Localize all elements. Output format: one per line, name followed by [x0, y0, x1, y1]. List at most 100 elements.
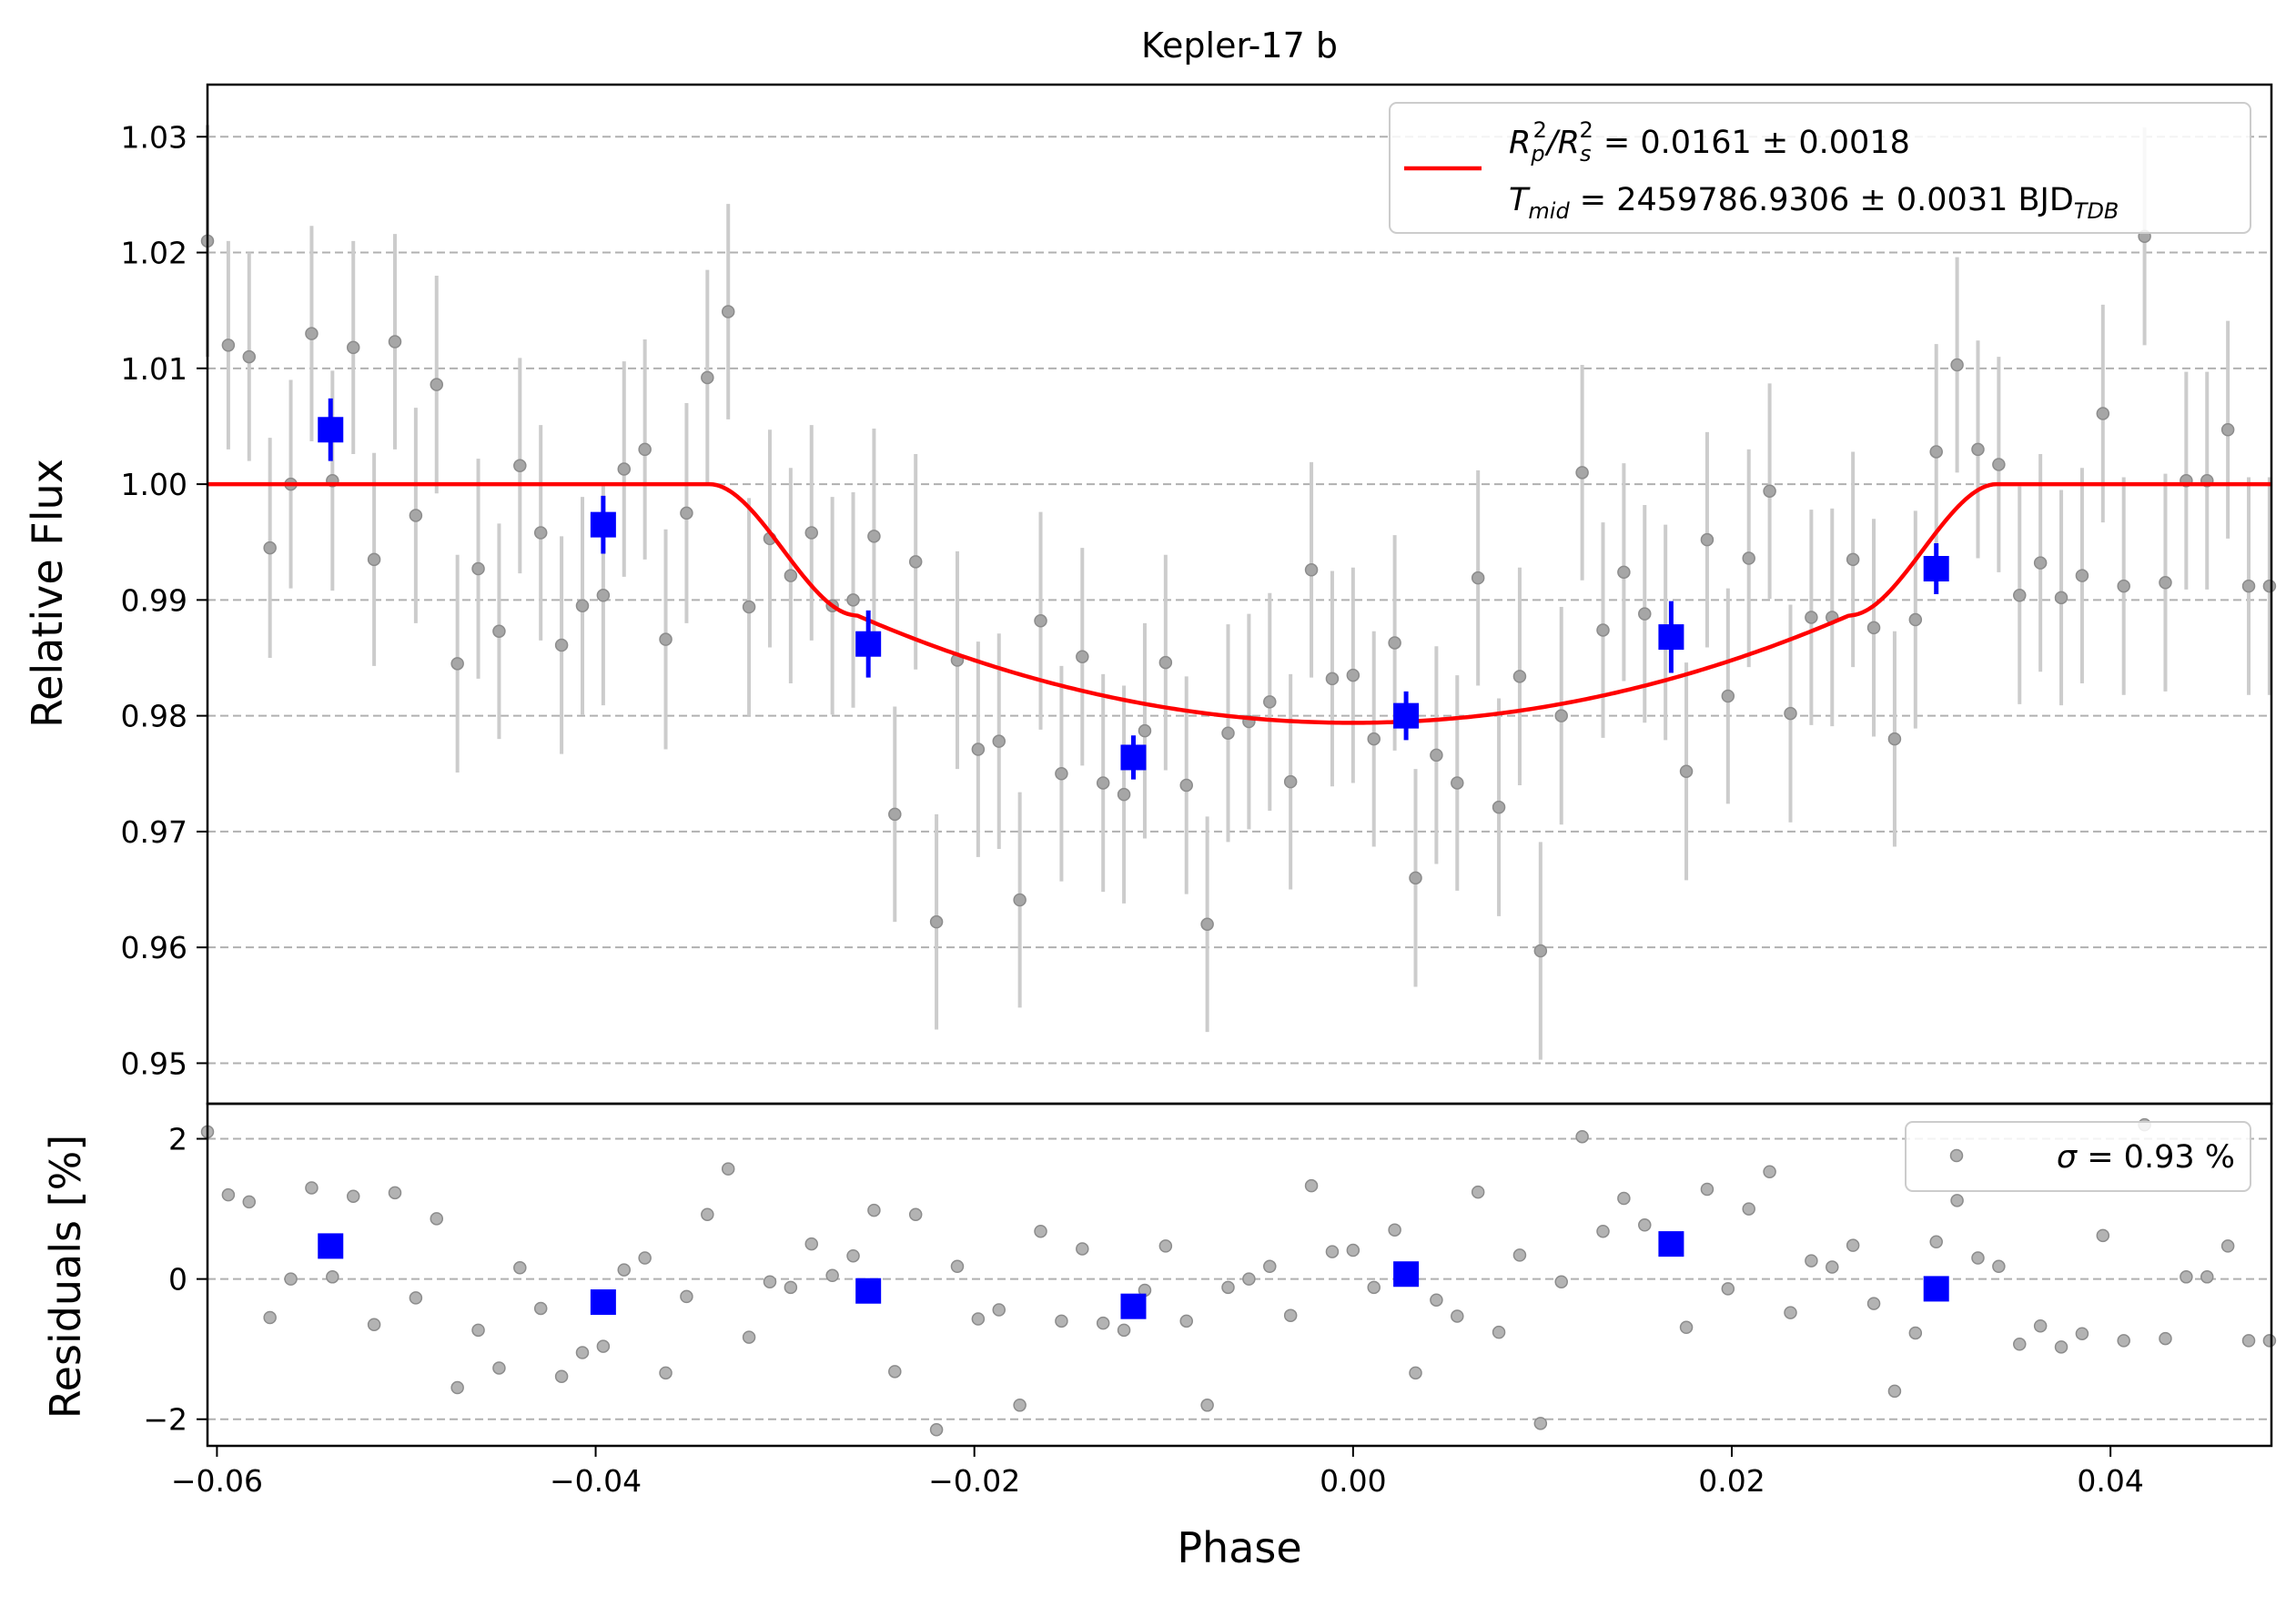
residual-binned-point: [855, 1278, 882, 1304]
residual-raw-point: [1076, 1242, 1089, 1256]
residual-binned-points: [318, 1231, 1949, 1319]
raw-data-point: [1805, 611, 1818, 624]
bottom-panel-frame: [206, 1102, 2273, 1448]
residual-raw-point: [2075, 1327, 2089, 1340]
residual-raw-point: [596, 1339, 611, 1353]
top-y-tick-label: 0.95: [121, 1045, 187, 1081]
binned-data-point: [318, 417, 344, 443]
residual-raw-point: [2013, 1338, 2027, 1351]
residual-raw-point: [533, 1301, 548, 1316]
raw-data-point: [513, 459, 527, 472]
residual-raw-point: [284, 1272, 298, 1286]
residual-raw-point: [1929, 1235, 1943, 1249]
raw-data-point: [2013, 589, 2027, 602]
residual-raw-point: [1805, 1254, 1818, 1268]
raw-data-point: [1179, 778, 1193, 793]
raw-data-point: [305, 327, 319, 340]
binned-data-point: [1923, 556, 1949, 581]
raw-data-point: [721, 305, 735, 318]
raw-data-point: [1679, 764, 1694, 778]
x-tick-label: −0.06: [171, 1463, 263, 1499]
residual-raw-point: [701, 1207, 714, 1221]
residual-raw-point: [1512, 1248, 1527, 1262]
raw-data-point: [1055, 767, 1068, 781]
residual-binned-point: [590, 1289, 616, 1316]
residual-raw-point: [1388, 1223, 1401, 1237]
raw-data-point: [533, 526, 548, 540]
y-axis-label-bottom: Residuals [%]: [41, 1135, 90, 1419]
binned-data-point: [1393, 702, 1420, 729]
residual-raw-point: [2180, 1270, 2193, 1284]
raw-data-point: [2033, 556, 2048, 570]
residual-raw-point: [2096, 1228, 2110, 1243]
residual-raw-point: [2054, 1340, 2068, 1354]
raw-data-point: [1138, 723, 1152, 738]
raw-data-point: [1283, 774, 1298, 789]
residual-raw-point: [992, 1303, 1006, 1317]
residual-raw-point: [2159, 1331, 2172, 1346]
top-y-tick-label: 0.96: [121, 930, 187, 965]
top-y-tick-label: 1.02: [121, 236, 187, 271]
raw-data-point: [1430, 748, 1443, 763]
raw-data-point: [1700, 532, 1714, 547]
residual-raw-point: [554, 1369, 569, 1383]
raw-data-point: [1846, 552, 1860, 567]
raw-data-point: [1096, 776, 1110, 790]
residual-raw-point: [1784, 1306, 1797, 1319]
raw-data-point: [1554, 709, 1568, 722]
residual-raw-point: [1971, 1251, 1985, 1265]
binned-data-point: [1120, 744, 1147, 771]
residual-raw-point: [1742, 1202, 1755, 1216]
raw-data-point: [2054, 591, 2068, 605]
raw-data-point: [846, 593, 860, 607]
residual-binned-point: [1393, 1261, 1420, 1288]
raw-data-point: [1721, 689, 1735, 703]
residual-raw-point: [2220, 1239, 2235, 1253]
raw-data-point: [1034, 614, 1047, 628]
residual-legend-marker: [1949, 1148, 1964, 1163]
top-binned-points: [318, 398, 1949, 780]
residual-raw-point: [659, 1366, 673, 1380]
raw-data-point: [659, 632, 673, 646]
residual-raw-point: [763, 1275, 777, 1288]
raw-data-point: [1908, 612, 1923, 627]
raw-data-point: [2159, 576, 2172, 590]
residual-raw-point: [430, 1212, 444, 1226]
residual-raw-point: [1430, 1293, 1443, 1307]
raw-data-point: [680, 506, 693, 520]
residual-raw-point: [367, 1318, 381, 1331]
raw-data-point: [1866, 621, 1881, 635]
raw-data-point: [1512, 670, 1527, 683]
raw-data-point: [617, 462, 632, 476]
raw-data-point: [263, 540, 277, 555]
binned-data-point: [1658, 624, 1684, 651]
residual-raw-point: [721, 1162, 735, 1176]
residual-binned-point: [1923, 1276, 1949, 1302]
raw-data-point: [1596, 623, 1610, 637]
raw-data-point: [450, 657, 464, 671]
raw-data-point: [1533, 944, 1548, 958]
top-y-tick-label: 0.97: [121, 814, 187, 850]
residual-raw-point: [492, 1361, 506, 1375]
raw-data-point: [2220, 423, 2235, 437]
raw-data-point: [1971, 442, 1985, 457]
legend-line-1: Rp2/Rs2 = 0.0161 ± 0.0018: [1509, 117, 1910, 167]
raw-data-point: [992, 734, 1006, 748]
raw-data-point: [2241, 579, 2256, 593]
residual-raw-point: [888, 1365, 902, 1379]
residual-binned-point: [1120, 1293, 1147, 1319]
raw-data-point: [1575, 466, 1589, 480]
top-y-tick-label: 0.99: [121, 582, 187, 618]
residual-raw-point: [1409, 1366, 1422, 1380]
raw-data-point: [2262, 579, 2277, 593]
residual-raw-point: [1117, 1323, 1131, 1338]
bottom-y-ticks: −2 0 2: [143, 1122, 207, 1438]
raw-data-point: [1784, 706, 1797, 721]
binned-data-point: [590, 511, 616, 538]
raw-data-point: [1950, 358, 1964, 372]
raw-data-point: [554, 638, 569, 652]
residual-raw-point: [346, 1189, 360, 1203]
residual-raw-point: [1055, 1314, 1068, 1328]
residual-raw-point: [1846, 1238, 1860, 1252]
raw-data-point: [430, 378, 444, 391]
